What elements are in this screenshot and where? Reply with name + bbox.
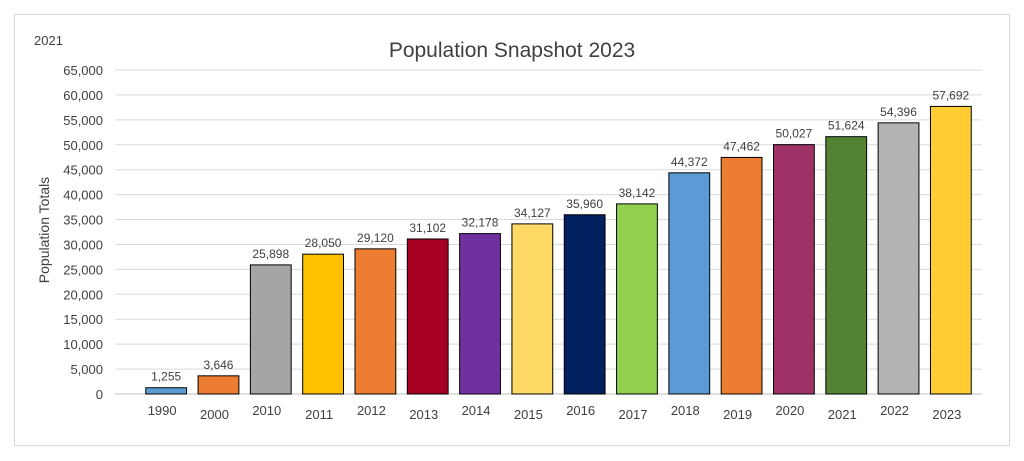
- y-tick-label: 10,000: [63, 337, 103, 352]
- y-tick-label: 40,000: [63, 188, 103, 203]
- data-label: 47,462: [723, 139, 760, 153]
- data-label: 32,178: [462, 216, 499, 230]
- data-label: 44,372: [671, 155, 708, 169]
- x-tick-label: 2010: [252, 403, 281, 418]
- bar-2021: [825, 136, 868, 395]
- bar-2010: [249, 264, 292, 395]
- data-labels: 1,255 3,646 25,898 28,050 29,120 31,102 32,178…: [151, 88, 969, 383]
- x-tick-label: 2022: [880, 403, 909, 418]
- x-tick-label: 2000: [200, 407, 229, 422]
- bar-2014: [459, 233, 501, 395]
- x-tick-label: 2020: [775, 403, 804, 418]
- bar-2015: [511, 223, 554, 395]
- bar-2013: [406, 238, 449, 395]
- y-tick-label: 45,000: [63, 163, 103, 178]
- bar-2022: [877, 122, 920, 395]
- bar-2023: [929, 105, 972, 395]
- x-tick-label: 2012: [357, 403, 386, 418]
- y-tick-label: 50,000: [63, 138, 103, 153]
- data-label: 54,396: [880, 105, 917, 119]
- y-axis-label: Population Totals: [36, 177, 52, 283]
- x-tick-label: 2016: [566, 403, 595, 418]
- bar-2000: [197, 375, 240, 395]
- x-tick-label: 2017: [619, 407, 648, 422]
- data-label: 1,255: [151, 370, 181, 384]
- x-tick-label: 2019: [723, 407, 752, 422]
- x-tick-label: 2014: [462, 403, 491, 418]
- bar-2011: [302, 253, 344, 395]
- bar-2017: [616, 203, 658, 395]
- y-axis-ticks: 0 5,000 10,000 15,000 20,000 25,000 30,000 35,0…: [63, 63, 103, 402]
- data-label: 34,127: [514, 206, 551, 220]
- data-label: 3,646: [203, 358, 233, 372]
- data-label: 28,050: [305, 236, 342, 250]
- data-label: 38,142: [619, 186, 656, 200]
- x-tick-label: 2023: [932, 407, 961, 422]
- bar-2018: [668, 172, 711, 395]
- bar-2020: [773, 144, 815, 395]
- y-tick-label: 60,000: [63, 88, 103, 103]
- y-tick-label: 25,000: [63, 262, 103, 277]
- bar-1990: [145, 387, 188, 395]
- data-label: 35,960: [566, 197, 603, 211]
- bar-2016: [563, 214, 606, 395]
- y-tick-label: 30,000: [63, 237, 103, 252]
- data-label: 50,027: [776, 127, 813, 141]
- data-label: 25,898: [252, 247, 289, 261]
- x-tick-label: 2013: [409, 407, 438, 422]
- bars: [145, 105, 972, 395]
- y-tick-label: 35,000: [63, 213, 103, 228]
- y-tick-label: 0: [96, 387, 103, 402]
- data-label: 29,120: [357, 231, 394, 245]
- x-tick-label: 2021: [828, 407, 857, 422]
- x-axis-ticks: 1990 2000 2010 2011 2012 2013 2014 2015 2016 2017…: [148, 403, 962, 422]
- data-label: 51,624: [828, 119, 865, 133]
- chart-title: Population Snapshot 2023: [388, 39, 636, 62]
- y-tick-label: 15,000: [63, 312, 103, 327]
- x-tick-label: 1990: [148, 403, 177, 418]
- data-label: 31,102: [409, 221, 446, 235]
- y-tick-label: 65,000: [63, 63, 103, 78]
- x-tick-label: 2015: [514, 407, 543, 422]
- bar-2019: [720, 156, 763, 395]
- x-tick-label: 2011: [305, 407, 333, 422]
- y-tick-label: 20,000: [63, 287, 103, 302]
- y-tick-label: 5,000: [70, 362, 103, 377]
- x-tick-label: 2018: [671, 403, 700, 418]
- data-label: 57,692: [932, 88, 969, 102]
- y-tick-label: 55,000: [63, 113, 103, 128]
- corner-label: 2021: [34, 33, 63, 48]
- bar-2012: [354, 248, 397, 395]
